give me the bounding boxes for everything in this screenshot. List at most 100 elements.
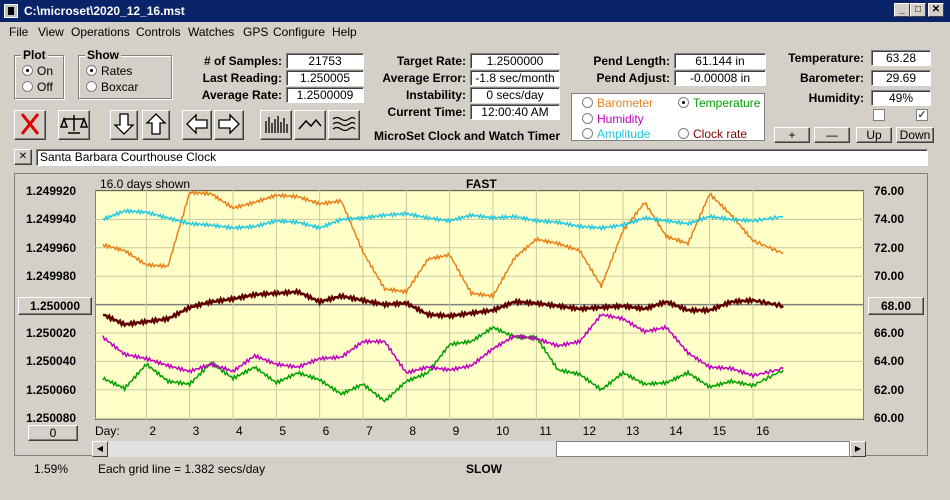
scroll-left-button[interactable]: [182, 110, 212, 140]
balance-button[interactable]: [58, 110, 90, 140]
left-tick-label: 1.249920: [26, 184, 77, 198]
pend-adjust-label: Pend Adjust:: [596, 71, 670, 85]
radio-dot-icon: [582, 128, 593, 139]
clock-name-input[interactable]: Santa Barbara Courthouse Clock: [36, 149, 928, 166]
plot-on-label: On: [37, 64, 54, 78]
close-window-button[interactable]: ✕: [928, 3, 944, 17]
scroll-right-arrow-icon[interactable]: ▶: [850, 441, 866, 457]
day-tick-label: 14: [669, 424, 683, 438]
up-button[interactable]: Up: [856, 127, 892, 143]
pend-length-label: Pend Length:: [593, 54, 670, 68]
left-tick-label: 1.249940: [26, 212, 77, 227]
right-tick-label: 66.00: [874, 326, 905, 340]
left-checkbox[interactable]: [873, 109, 885, 121]
average-error-label: Average Error:: [382, 71, 466, 85]
menu-view[interactable]: View: [38, 25, 64, 39]
average-rate-label: Average Rate:: [201, 88, 282, 102]
show-boxcar-label: Boxcar: [101, 80, 139, 94]
fast-label: FAST: [466, 177, 497, 191]
line-view-button[interactable]: [294, 110, 326, 140]
right-tick-label: 64.00: [874, 354, 905, 369]
instability-label: Instability:: [405, 88, 466, 102]
minus-button[interactable]: —: [814, 127, 850, 143]
right-tick-label: 72.00: [874, 240, 905, 255]
show-boxcar-radio[interactable]: Boxcar: [86, 80, 138, 94]
menu-configure[interactable]: Configure: [273, 25, 326, 39]
day-tick-label: 8: [409, 424, 417, 438]
series-humidity-radio[interactable]: Humidity: [582, 112, 644, 126]
menu-operations[interactable]: Operations: [71, 25, 130, 39]
right-tick-label: 76.00: [874, 184, 905, 198]
zero-button[interactable]: 0: [28, 425, 78, 441]
scroll-thumb[interactable]: [556, 441, 850, 457]
right-checkbox[interactable]: ✓: [916, 109, 928, 121]
plus-button[interactable]: +: [774, 127, 810, 143]
menu-help[interactable]: Help: [332, 25, 357, 39]
day-tick-label: 5: [279, 424, 287, 438]
scroll-up-button[interactable]: [142, 110, 170, 140]
days-shown-label: 16.0 days shown: [100, 177, 191, 191]
slow-label: SLOW: [466, 462, 502, 476]
red-x-icon: [20, 113, 40, 135]
bars-view-button[interactable]: [260, 110, 292, 140]
clear-name-button[interactable]: ✕: [14, 149, 32, 165]
series-barometer-radio[interactable]: Barometer: [582, 96, 653, 110]
menu-gps[interactable]: GPS: [243, 25, 269, 39]
plot-group: Plot: [14, 48, 64, 99]
plot-group-title: Plot: [21, 48, 48, 62]
samples-label: # of Samples:: [203, 54, 282, 68]
bar-graph-icon: [265, 116, 288, 133]
last-reading-field: 1.250005: [286, 70, 364, 86]
app-icon[interactable]: [4, 4, 18, 18]
right-tick-label: 70.00: [874, 269, 905, 284]
down-button[interactable]: Down: [896, 127, 934, 143]
arrow-up-icon: [145, 113, 167, 135]
series-temperature-label: Temperature: [693, 96, 761, 110]
title-bar[interactable]: C:\microset\2020_12_16.mst _ □ ✕: [0, 0, 950, 22]
radio-dot-icon: [678, 128, 689, 139]
menu-file[interactable]: File: [9, 25, 29, 39]
menu-controls[interactable]: Controls: [136, 25, 181, 39]
temperature-field: 63.28: [871, 50, 931, 66]
menu-watches[interactable]: Watches: [188, 25, 235, 39]
center-rate-button[interactable]: 1.250000: [18, 297, 92, 315]
plot-off-radio[interactable]: Off: [22, 80, 53, 94]
scroll-left-arrow-icon[interactable]: ◀: [92, 441, 108, 457]
average-error-field: -1.8 sec/month: [470, 70, 560, 86]
maximize-button[interactable]: □: [910, 3, 926, 17]
right-tick-label: 74.00: [874, 212, 905, 227]
series-amplitude-radio[interactable]: Amplitude: [582, 127, 650, 141]
stop-button[interactable]: [14, 110, 46, 140]
plot-area[interactable]: [95, 190, 864, 420]
target-rate-label: Target Rate:: [396, 54, 466, 68]
show-rates-radio[interactable]: Rates: [86, 64, 132, 78]
horizontal-scrollbar[interactable]: ◀ ▶: [92, 441, 866, 457]
left-tick-label: 1.249980: [26, 269, 77, 284]
scroll-right-button[interactable]: [214, 110, 244, 140]
day-tick-label: 11: [539, 424, 552, 438]
show-rates-label: Rates: [101, 64, 133, 78]
scroll-down-button[interactable]: [110, 110, 138, 140]
arrow-down-icon: [113, 113, 135, 135]
grid-note: Each grid line = 1.382 secs/day: [98, 462, 266, 476]
day-tick-label: 6: [322, 424, 330, 438]
target-rate-field: 1.2500000: [470, 53, 560, 69]
center-temp-button[interactable]: 68.00: [868, 297, 924, 315]
humidity-field: 49%: [871, 90, 931, 106]
line-graph-icon: [298, 118, 322, 130]
radio-dot-icon: [582, 113, 593, 124]
series-line-humidity: [102, 312, 784, 380]
arrow-right-icon: [218, 113, 240, 135]
pend-length-field: 61.144 in: [674, 53, 766, 69]
humidity-label: Humidity:: [808, 91, 864, 105]
series-temperature-radio[interactable]: Temperature: [678, 96, 760, 110]
minimize-button[interactable]: _: [894, 3, 910, 17]
plot-on-radio[interactable]: On: [22, 64, 53, 78]
radio-dot-icon: [22, 65, 33, 76]
barometer-field: 29.69: [871, 70, 931, 86]
wave-view-button[interactable]: [328, 110, 360, 140]
barometer-label: Barometer:: [799, 71, 864, 85]
radio-dot-icon: [678, 97, 689, 108]
series-clockrate-radio[interactable]: Clock rate: [678, 127, 747, 141]
show-group-title: Show: [85, 48, 121, 62]
